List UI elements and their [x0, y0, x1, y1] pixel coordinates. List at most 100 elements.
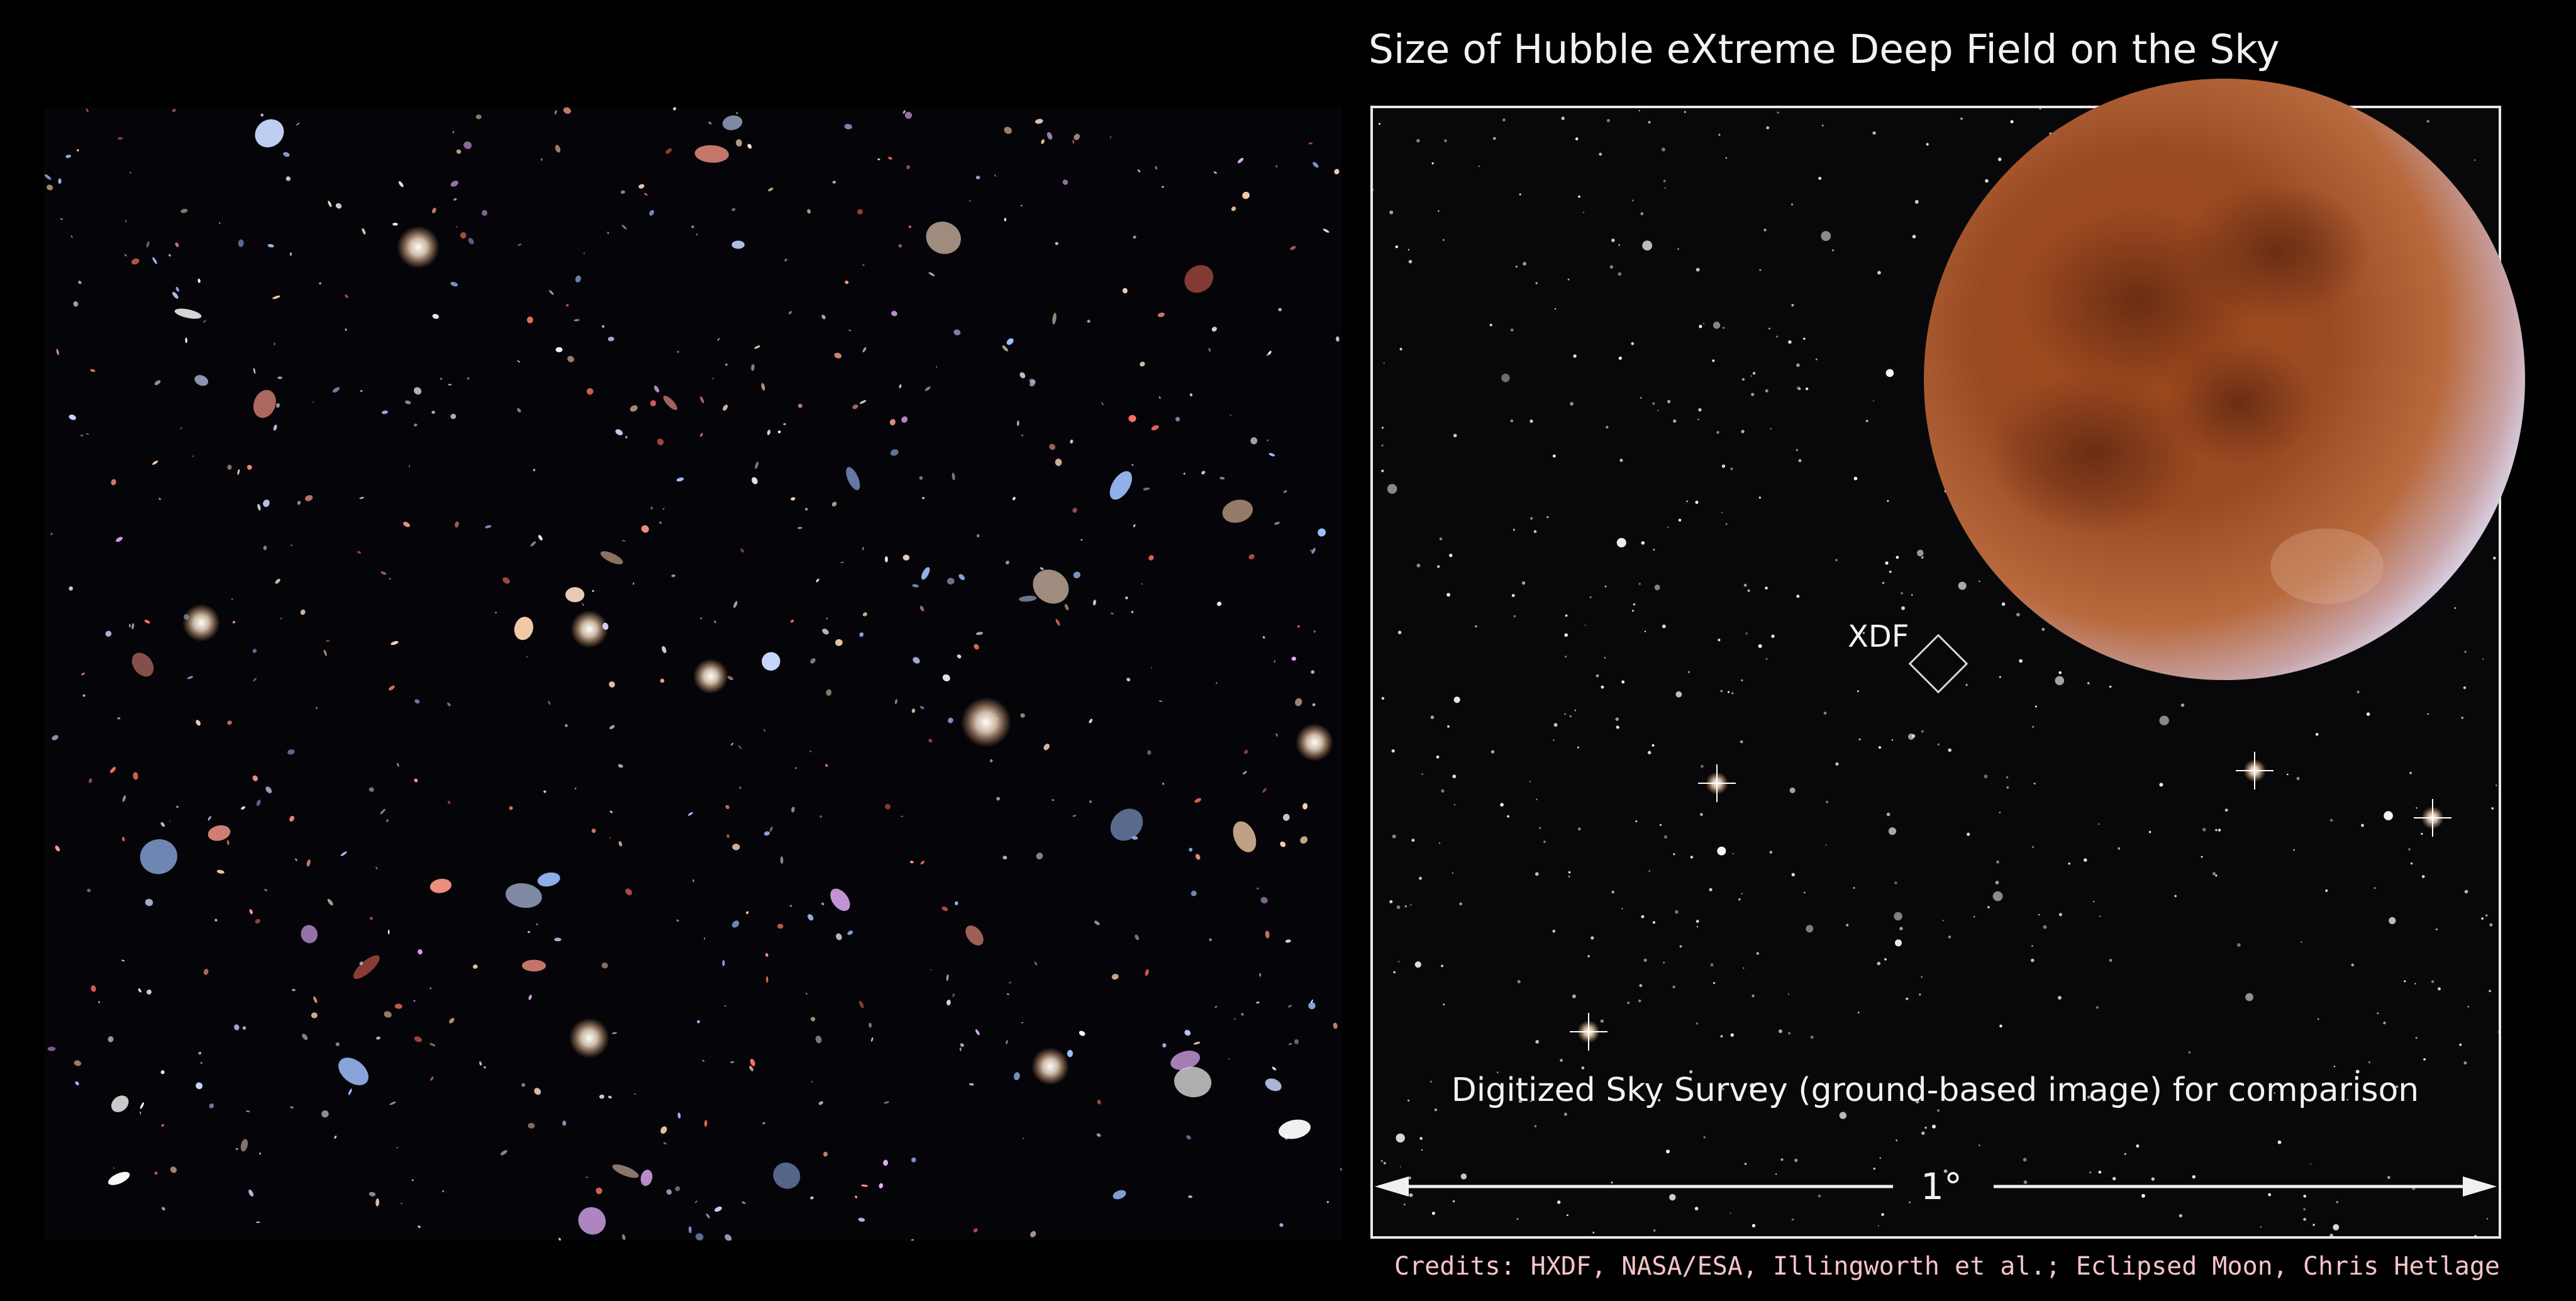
star: [1560, 1059, 1563, 1062]
galaxy: [1334, 169, 1340, 175]
galaxy: [810, 1196, 814, 1200]
star: [1410, 904, 1412, 906]
galaxy: [768, 187, 774, 192]
star: [2179, 1214, 2182, 1218]
galaxy: [1279, 1223, 1284, 1227]
galaxy: [345, 294, 348, 298]
galaxy: [327, 898, 333, 906]
galaxy: [400, 1203, 403, 1204]
star: [1885, 561, 1889, 565]
galaxy: [747, 143, 752, 149]
star: [2336, 1200, 2339, 1203]
star: [1518, 1099, 1523, 1103]
star: [1436, 755, 1440, 759]
galaxy: [144, 620, 150, 624]
galaxy: [1041, 139, 1045, 144]
galaxy: [1340, 1168, 1342, 1171]
star: [1554, 308, 1557, 310]
moon: [1924, 79, 2525, 680]
galaxy: [441, 1190, 445, 1193]
galaxy: [388, 685, 395, 691]
star: [1729, 1212, 1731, 1214]
star: [1730, 1033, 1734, 1037]
star: [1906, 997, 1909, 1000]
star: [1631, 342, 1635, 345]
star: [1758, 496, 1761, 499]
star: [1703, 1136, 1706, 1139]
galaxy: [555, 109, 557, 115]
galaxy: [125, 220, 127, 223]
galaxy: [162, 1207, 165, 1211]
galaxy: [725, 363, 728, 366]
galaxy: [750, 1059, 755, 1066]
galaxy: [1188, 1195, 1192, 1198]
galaxy: [253, 367, 256, 374]
star: [1430, 1080, 1433, 1083]
galaxy: [609, 837, 611, 839]
galaxy: [911, 708, 916, 713]
star: [1911, 594, 1913, 596]
galaxy: [275, 578, 280, 584]
star: [2333, 1224, 2340, 1231]
galaxy: [830, 888, 850, 912]
galaxy: [273, 424, 277, 431]
bright-galaxy: [397, 226, 440, 269]
galaxy: [608, 337, 614, 342]
galaxy: [644, 193, 648, 196]
star: [1695, 500, 1699, 505]
galaxy: [633, 582, 635, 585]
galaxy: [246, 1110, 250, 1112]
star: [1673, 419, 1677, 423]
star: [2487, 1218, 2489, 1220]
star: [1431, 162, 1434, 165]
galaxy: [1241, 1012, 1244, 1016]
star: [1489, 323, 1492, 327]
galaxy: [369, 1192, 376, 1197]
star: [1381, 427, 1384, 429]
galaxy: [834, 352, 842, 359]
galaxy: [1162, 1043, 1167, 1047]
star: [1496, 1071, 1499, 1073]
galaxy: [249, 908, 253, 915]
star: [1779, 1029, 1782, 1034]
star: [1565, 614, 1568, 617]
star: [1564, 713, 1567, 715]
star: [2031, 945, 2033, 947]
galaxy: [1020, 713, 1025, 718]
galaxy: [1143, 487, 1150, 491]
star: [1921, 730, 1924, 733]
star: [1879, 1157, 1881, 1159]
star: [1720, 690, 1723, 693]
galaxy: [533, 469, 536, 472]
star: [1600, 1019, 1604, 1023]
galaxy: [1222, 500, 1253, 523]
galaxy: [326, 640, 330, 642]
galaxy: [724, 1005, 726, 1007]
galaxy: [1194, 798, 1202, 803]
galaxy: [1145, 969, 1149, 976]
galaxy: [1089, 718, 1093, 723]
star: [1407, 248, 1410, 251]
star: [2454, 607, 2456, 609]
galaxy: [1110, 612, 1114, 615]
star: [1383, 1162, 1386, 1164]
star: [1896, 1139, 1898, 1141]
star: [1759, 269, 1762, 271]
galaxy: [712, 377, 714, 380]
star: [1732, 852, 1735, 855]
galaxy: [1007, 993, 1009, 995]
galaxy: [1133, 524, 1136, 528]
star: [1397, 961, 1400, 963]
galaxy: [130, 171, 131, 174]
star: [1901, 592, 1903, 595]
galaxy: [1211, 327, 1217, 332]
star: [1791, 873, 1795, 877]
title: Size of Hubble eXtreme Deep Field on the…: [1368, 26, 2280, 72]
star: [1879, 746, 1881, 749]
galaxy: [414, 1036, 422, 1042]
star: [1765, 658, 1768, 660]
star: [1408, 260, 1413, 264]
star: [1437, 565, 1440, 568]
galaxy: [946, 974, 949, 981]
galaxy: [1291, 656, 1296, 661]
